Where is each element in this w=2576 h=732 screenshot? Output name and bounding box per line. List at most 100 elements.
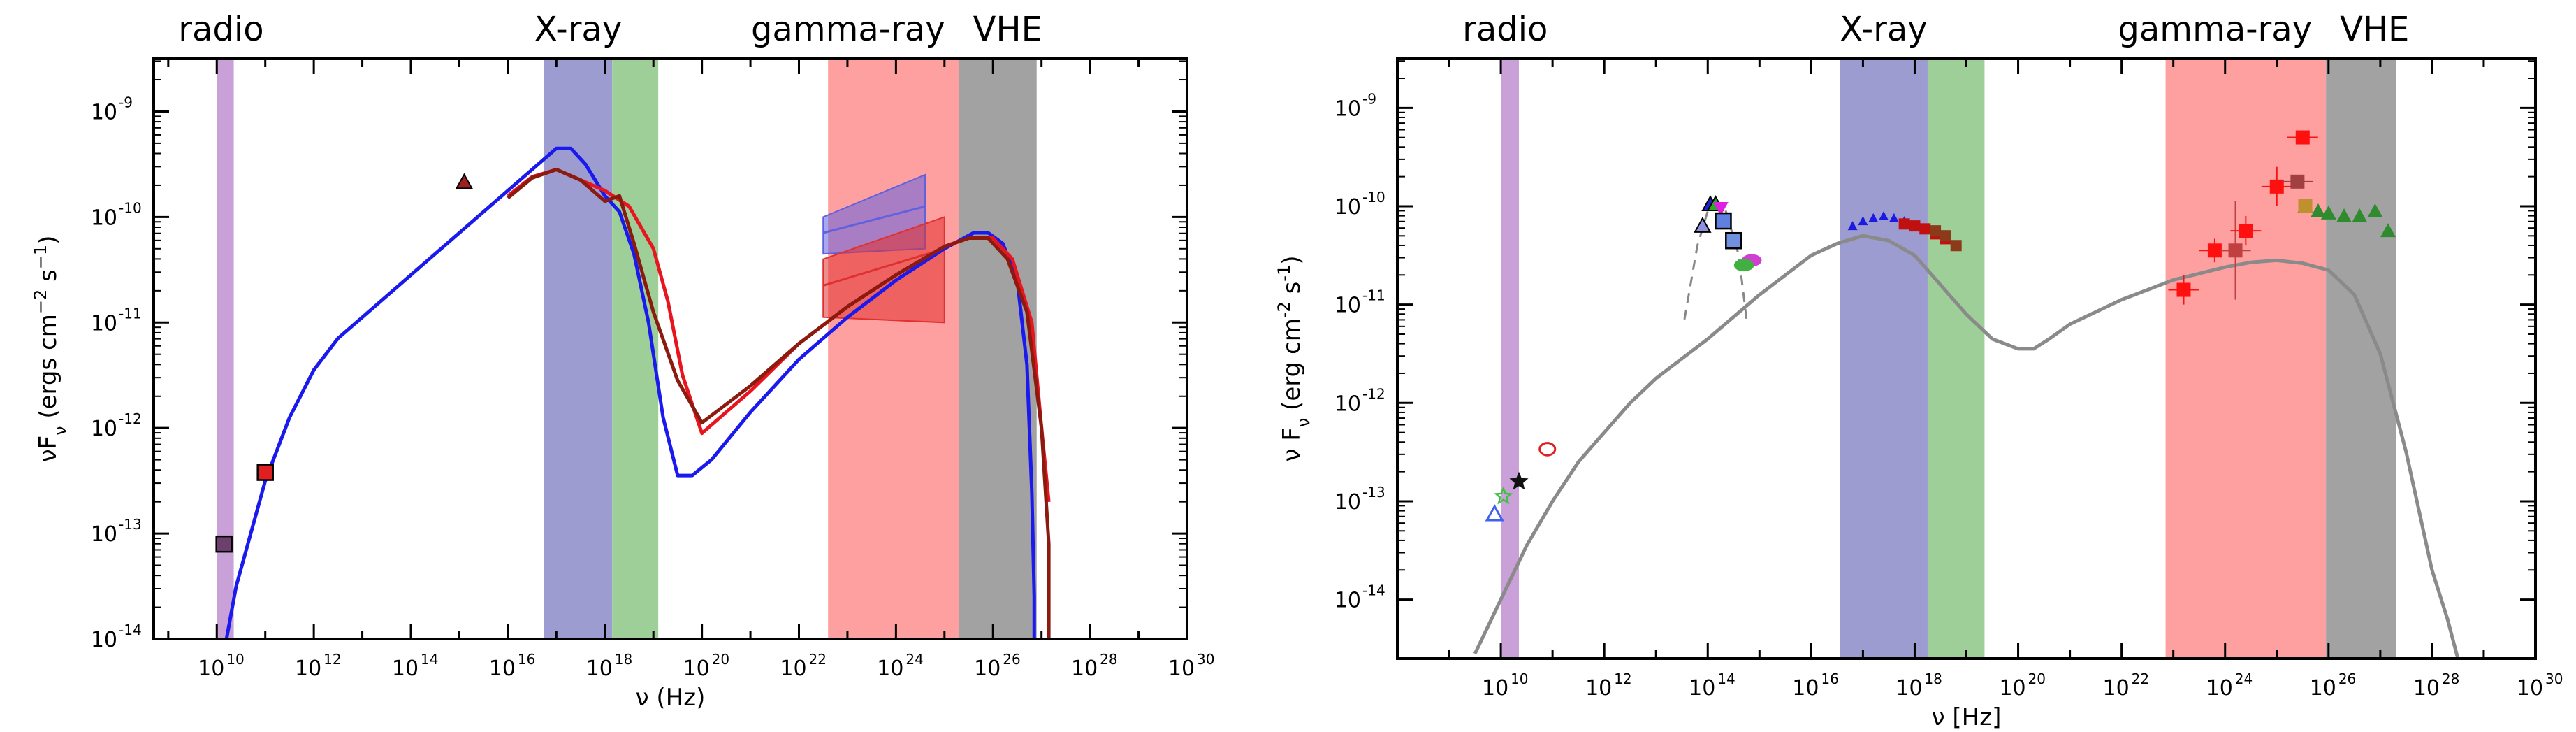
x-tick-exponent: 24 [2235,670,2253,687]
y-tick-label: 10 [91,522,117,547]
xray-point-brown [1940,230,1951,242]
x-tick-label: 10 [877,656,903,681]
y-label-part: ν [1294,418,1314,427]
point-optical-triangle [455,173,474,189]
band-gamma-ray [828,59,959,639]
xray-point-red [1919,223,1931,235]
x-tick-label: 10 [295,656,321,681]
gamma-point [2290,174,2305,189]
gamma-point [2295,130,2310,145]
x-tick-label: 10 [1999,676,2025,701]
band-xray-soft [544,59,613,639]
band-label-vhe: VHE [2340,10,2409,49]
vhe-point [2367,203,2383,218]
y-tick-label: 10 [91,206,117,230]
band-radio [1501,59,1520,659]
x-tick-exponent: 12 [1614,670,1631,687]
x-tick-label: 10 [974,656,1000,681]
point-optical-square-2 [1725,231,1742,250]
plot-area [215,59,1051,639]
x-tick-label: 10 [198,656,224,681]
band-vhe [2326,59,2396,659]
vhe-point [2320,205,2336,220]
x-tick-exponent: 26 [1003,651,1020,668]
y-tick-exponent: -12 [1362,385,1385,402]
band-label-vhe: VHE [973,10,1042,49]
x-tick-exponent: 18 [1924,670,1942,687]
point-optical-triangle-3 [1712,201,1729,216]
x-tick-label: 10 [1895,676,1922,701]
red-butterfly-center [822,247,945,287]
x-tick-label: 10 [489,656,516,681]
y-tick-exponent: -12 [119,410,142,427]
y-tick-exponent: -10 [1362,189,1385,206]
y-label-part: -1 [1274,265,1294,282]
x-tick-label: 10 [2310,676,2336,701]
gamma-point [2239,224,2253,238]
x-tick-label: 10 [2206,676,2233,701]
x-tick-label: 10 [683,656,710,681]
xray-point-blue [1879,211,1889,221]
point-mm-open-circle [1538,442,1557,457]
y-tick-exponent: -11 [1362,287,1385,304]
x-tick-label: 10 [2413,676,2440,701]
y-tick-exponent: -14 [1362,582,1385,599]
x-tick-exponent: 20 [2028,670,2046,687]
xray-point-brown [1930,225,1942,237]
x-tick-label: 10 [1168,656,1195,681]
gamma-point [2228,243,2243,258]
x-tick-exponent: 30 [2545,670,2563,687]
x-axis-label: ν (Hz) [636,684,706,712]
series-red-model [507,167,1051,503]
y-label-part: ) [34,236,62,245]
y-label-part: (erg cm [1278,318,1306,418]
y-label-part: -2 [1274,301,1294,318]
y-label-part: νF [34,436,62,463]
y-tick-exponent: -11 [119,305,142,322]
point-optical-triangle-4 [1694,217,1712,233]
y-tick-exponent: -13 [1362,484,1385,501]
vhe-point [2352,208,2368,223]
x-tick-exponent: 22 [2132,670,2149,687]
point-radio-square [215,535,233,553]
y-tick-exponent: -9 [1362,90,1376,107]
x-tick-label: 10 [1792,676,1819,701]
x-tick-label: 10 [2103,676,2130,701]
x-tick-label: 10 [1585,676,1612,701]
y-tick-label: 10 [91,417,117,441]
x-tick-label: 10 [586,656,613,681]
x-tick-exponent: 12 [323,651,341,668]
vhe-tan-point [2298,199,2313,213]
point-uv-oval-2 [1733,259,1754,272]
gamma-point [2207,243,2222,258]
x-tick-exponent: 24 [905,651,923,668]
x-tick-exponent: 16 [1821,670,1838,687]
blue-butterfly-center [822,205,926,234]
band-xray-hard [1927,59,1985,659]
x-tick-label: 10 [1482,676,1508,701]
xray-point-blue [1868,213,1879,222]
point-mm-square [256,464,274,481]
point-radio-open-triangle [1485,504,1504,522]
x-tick-exponent: 10 [226,651,244,668]
y-tick-label: 10 [1334,96,1361,121]
x-tick-exponent: 18 [615,651,632,668]
xray-point-red [1909,220,1921,232]
band-label-xray-soft: X-ray [534,10,622,49]
red-butterfly [822,215,945,324]
x-tick-label: 10 [1071,656,1098,681]
y-tick-label: 10 [1334,589,1361,613]
y-tick-exponent: -13 [119,516,142,533]
x-tick-exponent: 28 [1100,651,1117,668]
gamma-point [2176,282,2191,297]
y-label-part: ν F [1278,427,1306,461]
y-tick-exponent: -10 [119,199,142,216]
y-label-part: s [1278,282,1306,302]
band-label-gamma-ray: gamma-ray [751,10,945,49]
y-tick-label: 10 [91,100,117,124]
point-radio-open-star-green [1494,486,1513,505]
point-optical-square-1 [1715,212,1732,230]
x-tick-label: 10 [1689,676,1715,701]
y-tick-label: 10 [1334,195,1361,220]
